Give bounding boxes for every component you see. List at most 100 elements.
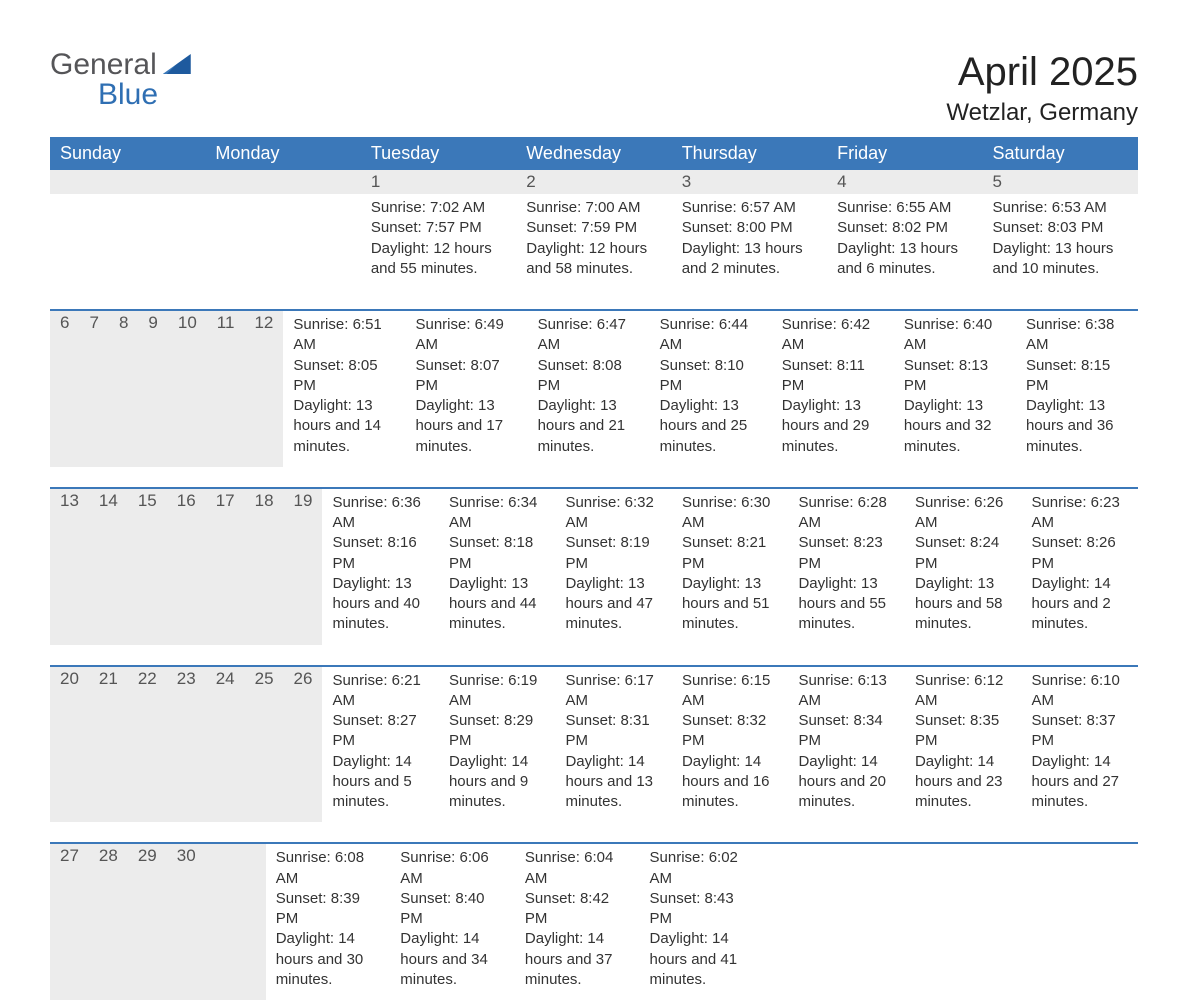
day-body: Sunrise: 6:57 AMSunset: 8:00 PMDaylight:… xyxy=(672,194,827,289)
day-header: Monday xyxy=(205,137,360,170)
sunrise-text: Sunrise: 6:44 AM xyxy=(660,315,762,356)
day-body-row: Sunrise: 6:36 AMSunset: 8:16 PMDaylight:… xyxy=(322,489,1138,645)
daylight-text: Daylight: 13 hours and 21 minutes. xyxy=(538,396,640,457)
day-body: Sunrise: 6:02 AMSunset: 8:43 PMDaylight:… xyxy=(640,844,765,1000)
day-header-row: Sunday Monday Tuesday Wednesday Thursday… xyxy=(50,137,1138,170)
sunset-text: Sunset: 8:15 PM xyxy=(1026,356,1128,397)
sunset-text: Sunset: 8:26 PM xyxy=(1031,533,1128,574)
sunset-text: Sunset: 8:35 PM xyxy=(915,711,1012,752)
calendar-week: 6789101112Sunrise: 6:51 AMSunset: 8:05 P… xyxy=(50,309,1138,467)
daylight-text: Daylight: 13 hours and 51 minutes. xyxy=(682,574,779,635)
day-number: 8 xyxy=(109,311,138,467)
title-block: April 2025 Wetzlar, Germany xyxy=(946,50,1138,127)
day-number: 10 xyxy=(168,311,207,467)
day-body: Sunrise: 6:17 AMSunset: 8:31 PMDaylight:… xyxy=(555,667,672,823)
day-body xyxy=(1013,844,1138,1000)
day-body: Sunrise: 6:47 AMSunset: 8:08 PMDaylight:… xyxy=(528,311,650,467)
sunset-text: Sunset: 8:03 PM xyxy=(993,218,1128,238)
daylight-text: Daylight: 12 hours and 58 minutes. xyxy=(526,239,661,280)
calendar-week: 27282930Sunrise: 6:08 AMSunset: 8:39 PMD… xyxy=(50,842,1138,1000)
sunrise-text: Sunrise: 6:51 AM xyxy=(293,315,395,356)
daylight-text: Daylight: 13 hours and 17 minutes. xyxy=(415,396,517,457)
day-body-row: Sunrise: 7:02 AMSunset: 7:57 PMDaylight:… xyxy=(50,194,1138,289)
day-number: 4 xyxy=(827,170,982,194)
day-body: Sunrise: 6:38 AMSunset: 8:15 PMDaylight:… xyxy=(1016,311,1138,467)
day-body: Sunrise: 6:53 AMSunset: 8:03 PMDaylight:… xyxy=(983,194,1138,289)
day-number: 28 xyxy=(89,844,128,1000)
sunrise-text: Sunrise: 6:53 AM xyxy=(993,198,1128,218)
day-number-row: 27282930 xyxy=(50,844,266,1000)
day-number xyxy=(50,170,205,194)
day-body: Sunrise: 6:23 AMSunset: 8:26 PMDaylight:… xyxy=(1021,489,1138,645)
daylight-text: Daylight: 13 hours and 55 minutes. xyxy=(798,574,895,635)
sunrise-text: Sunrise: 6:49 AM xyxy=(415,315,517,356)
day-body: Sunrise: 6:49 AMSunset: 8:07 PMDaylight:… xyxy=(405,311,527,467)
day-body: Sunrise: 6:32 AMSunset: 8:19 PMDaylight:… xyxy=(555,489,672,645)
weeks-container: 12345Sunrise: 7:02 AMSunset: 7:57 PMDayl… xyxy=(50,170,1138,1000)
day-number-row: 20212223242526 xyxy=(50,667,322,823)
daylight-text: Daylight: 14 hours and 5 minutes. xyxy=(332,752,429,813)
day-number: 11 xyxy=(207,311,245,467)
day-number: 18 xyxy=(245,489,284,645)
sunrise-text: Sunrise: 6:42 AM xyxy=(782,315,884,356)
day-number-row: 6789101112 xyxy=(50,311,283,467)
day-number: 15 xyxy=(128,489,167,645)
day-body: Sunrise: 6:34 AMSunset: 8:18 PMDaylight:… xyxy=(439,489,556,645)
sunrise-text: Sunrise: 6:38 AM xyxy=(1026,315,1128,356)
daylight-text: Daylight: 12 hours and 55 minutes. xyxy=(371,239,506,280)
sunrise-text: Sunrise: 6:06 AM xyxy=(400,848,505,889)
sunset-text: Sunset: 8:11 PM xyxy=(782,356,884,397)
day-body xyxy=(50,194,205,289)
daylight-text: Daylight: 14 hours and 2 minutes. xyxy=(1031,574,1128,635)
daylight-text: Daylight: 13 hours and 10 minutes. xyxy=(993,239,1128,280)
sunrise-text: Sunrise: 6:12 AM xyxy=(915,671,1012,712)
daylight-text: Daylight: 13 hours and 6 minutes. xyxy=(837,239,972,280)
sunrise-text: Sunrise: 6:15 AM xyxy=(682,671,779,712)
day-number: 14 xyxy=(89,489,128,645)
sunset-text: Sunset: 8:43 PM xyxy=(650,889,755,930)
sunset-text: Sunset: 7:59 PM xyxy=(526,218,661,238)
day-body xyxy=(764,844,889,1000)
sunrise-text: Sunrise: 6:26 AM xyxy=(915,493,1012,534)
day-body xyxy=(205,194,360,289)
sunset-text: Sunset: 8:29 PM xyxy=(449,711,546,752)
day-number-row: 12345 xyxy=(50,170,1138,194)
daylight-text: Daylight: 14 hours and 41 minutes. xyxy=(650,929,755,990)
calendar-week: 13141516171819Sunrise: 6:36 AMSunset: 8:… xyxy=(50,487,1138,645)
day-number: 30 xyxy=(167,844,206,1000)
day-body: Sunrise: 6:28 AMSunset: 8:23 PMDaylight:… xyxy=(788,489,905,645)
month-title: April 2025 xyxy=(946,50,1138,95)
sunrise-text: Sunrise: 6:08 AM xyxy=(276,848,381,889)
daylight-text: Daylight: 14 hours and 30 minutes. xyxy=(276,929,381,990)
day-body: Sunrise: 6:55 AMSunset: 8:02 PMDaylight:… xyxy=(827,194,982,289)
day-number: 3 xyxy=(672,170,827,194)
day-number: 13 xyxy=(50,489,89,645)
sunrise-text: Sunrise: 6:28 AM xyxy=(798,493,895,534)
day-body-row: Sunrise: 6:51 AMSunset: 8:05 PMDaylight:… xyxy=(283,311,1138,467)
day-number: 7 xyxy=(79,311,108,467)
day-body: Sunrise: 6:21 AMSunset: 8:27 PMDaylight:… xyxy=(322,667,439,823)
day-header: Saturday xyxy=(983,137,1138,170)
page-header: General Blue April 2025 Wetzlar, Germany xyxy=(50,50,1138,127)
day-body: Sunrise: 6:19 AMSunset: 8:29 PMDaylight:… xyxy=(439,667,556,823)
sunset-text: Sunset: 8:21 PM xyxy=(682,533,779,574)
daylight-text: Daylight: 14 hours and 34 minutes. xyxy=(400,929,505,990)
sunset-text: Sunset: 8:08 PM xyxy=(538,356,640,397)
day-number: 19 xyxy=(284,489,323,645)
logo-triangle-icon xyxy=(163,54,191,74)
logo-text-top: General xyxy=(50,50,157,80)
daylight-text: Daylight: 13 hours and 25 minutes. xyxy=(660,396,762,457)
daylight-text: Daylight: 14 hours and 23 minutes. xyxy=(915,752,1012,813)
day-body: Sunrise: 6:36 AMSunset: 8:16 PMDaylight:… xyxy=(322,489,439,645)
sunset-text: Sunset: 8:16 PM xyxy=(332,533,429,574)
day-number: 6 xyxy=(50,311,79,467)
sunset-text: Sunset: 8:37 PM xyxy=(1031,711,1128,752)
day-header: Tuesday xyxy=(361,137,516,170)
daylight-text: Daylight: 14 hours and 13 minutes. xyxy=(565,752,662,813)
sunset-text: Sunset: 8:18 PM xyxy=(449,533,546,574)
day-body: Sunrise: 6:51 AMSunset: 8:05 PMDaylight:… xyxy=(283,311,405,467)
sunrise-text: Sunrise: 6:30 AM xyxy=(682,493,779,534)
day-number: 26 xyxy=(284,667,323,823)
day-body: Sunrise: 6:12 AMSunset: 8:35 PMDaylight:… xyxy=(905,667,1022,823)
day-number xyxy=(226,844,246,1000)
